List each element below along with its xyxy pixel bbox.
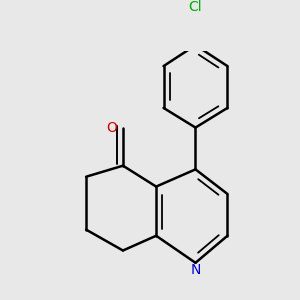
Text: N: N bbox=[190, 263, 201, 277]
Text: Cl: Cl bbox=[189, 0, 202, 14]
Text: O: O bbox=[106, 121, 117, 135]
